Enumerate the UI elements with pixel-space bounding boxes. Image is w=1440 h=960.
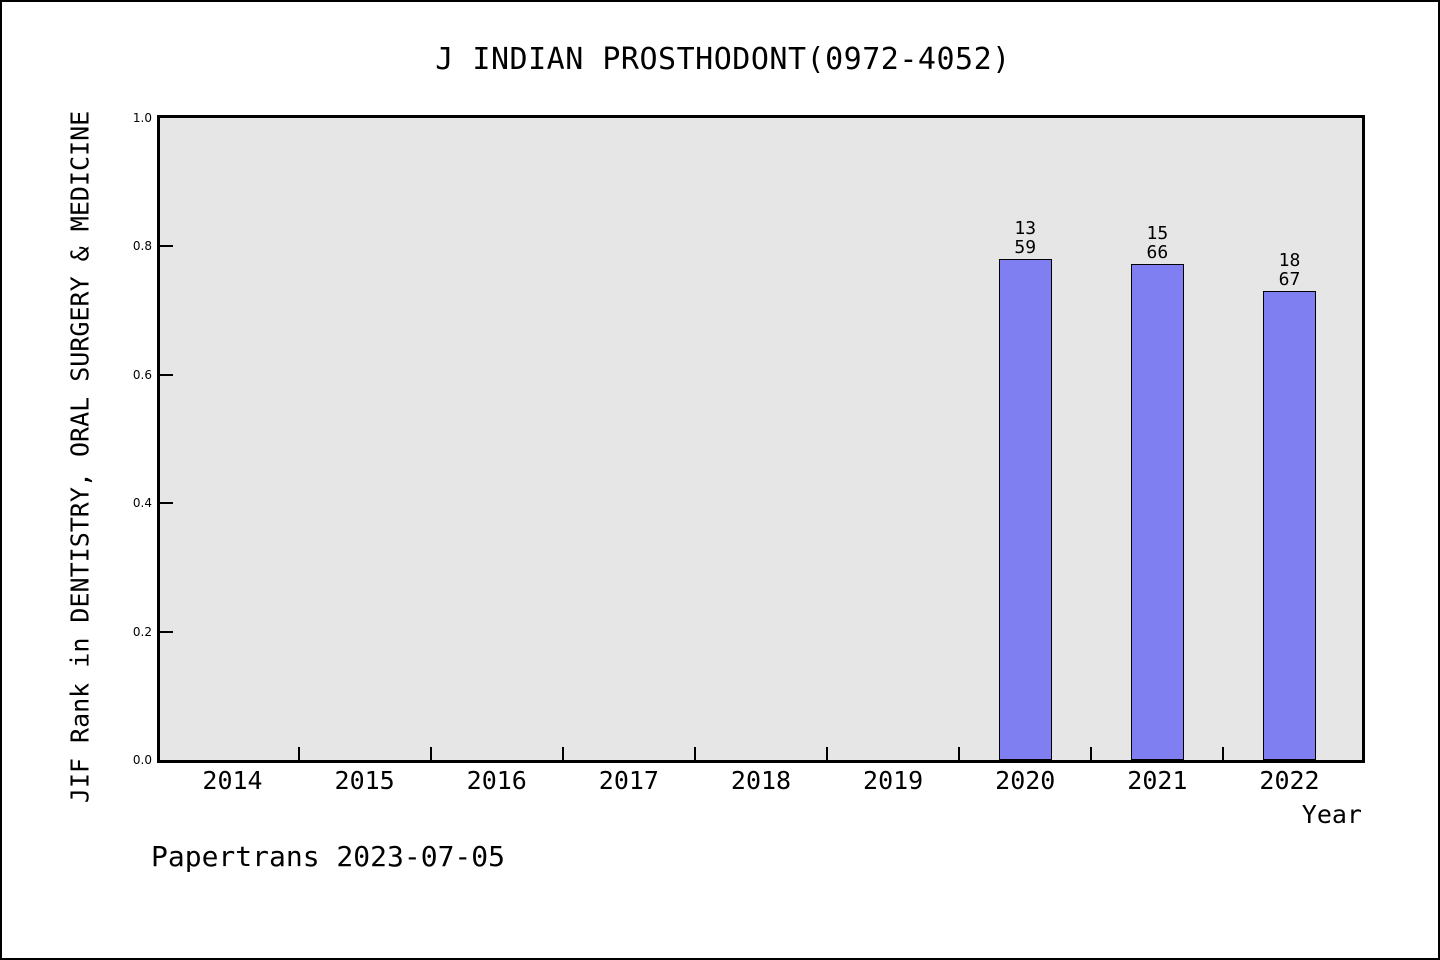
watermark-text: Papertrans 2023-07-05 — [151, 840, 506, 873]
y-tick-mark — [160, 245, 173, 248]
y-tick-label: 0.8 — [132, 239, 152, 254]
bar-total: 59 — [1014, 237, 1037, 259]
x-tick-label: 2020 — [995, 766, 1056, 795]
x-minor-tick-mark — [1090, 747, 1093, 760]
x-minor-tick-mark — [297, 747, 300, 760]
x-minor-tick-mark — [958, 747, 961, 760]
y-tick-label: 0.4 — [132, 496, 152, 511]
bar-rank: 18 — [1278, 249, 1301, 271]
x-tick-label: 2017 — [598, 766, 659, 795]
y-axis-label: JIF Rank in DENTISTRY, ORAL SURGERY & ME… — [65, 110, 95, 804]
x-tick-label: 2014 — [202, 766, 263, 795]
x-tick-label: 2022 — [1259, 766, 1320, 795]
x-axis-label: Year — [1301, 800, 1362, 829]
y-tick-mark — [160, 502, 173, 505]
bar-value-label: 13 59 — [1014, 219, 1036, 257]
y-tick-label: 0.0 — [132, 753, 152, 767]
bar — [998, 259, 1052, 760]
bar-rank: 13 — [1014, 218, 1037, 240]
bar-value-label: 18 67 — [1279, 251, 1301, 289]
x-minor-tick-mark — [1222, 747, 1225, 760]
y-tick-label: 0.2 — [132, 624, 152, 639]
x-tick-label: 2018 — [730, 766, 792, 795]
bar-value-label: 15 66 — [1147, 224, 1169, 262]
bar — [1263, 290, 1316, 760]
x-minor-tick-mark — [693, 747, 696, 760]
bar-total: 67 — [1278, 268, 1301, 290]
bar-rank: 15 — [1146, 222, 1169, 244]
x-minor-tick-mark — [826, 747, 829, 760]
x-minor-tick-mark — [561, 747, 564, 760]
x-minor-tick-mark — [429, 747, 432, 760]
plot-area: 0.0 0.2 0.4 0.6 0.8 1.0 2014 2015 2016 2017 2018 20… — [133, 111, 1365, 795]
y-tick-label: 1.0 — [132, 111, 152, 125]
x-tick-label: 2021 — [1127, 766, 1188, 795]
x-tick-label: 2019 — [863, 766, 924, 795]
y-tick-mark — [160, 373, 173, 376]
bar — [1130, 263, 1184, 760]
y-tick-label: 0.6 — [132, 367, 152, 382]
bar-total: 66 — [1146, 241, 1169, 263]
x-tick-label: 2016 — [466, 766, 527, 795]
chart-title: J INDIAN PROSTHODONT(0972-4052) — [435, 42, 1011, 77]
y-tick-mark — [160, 630, 173, 633]
x-tick-label: 2015 — [334, 766, 395, 795]
